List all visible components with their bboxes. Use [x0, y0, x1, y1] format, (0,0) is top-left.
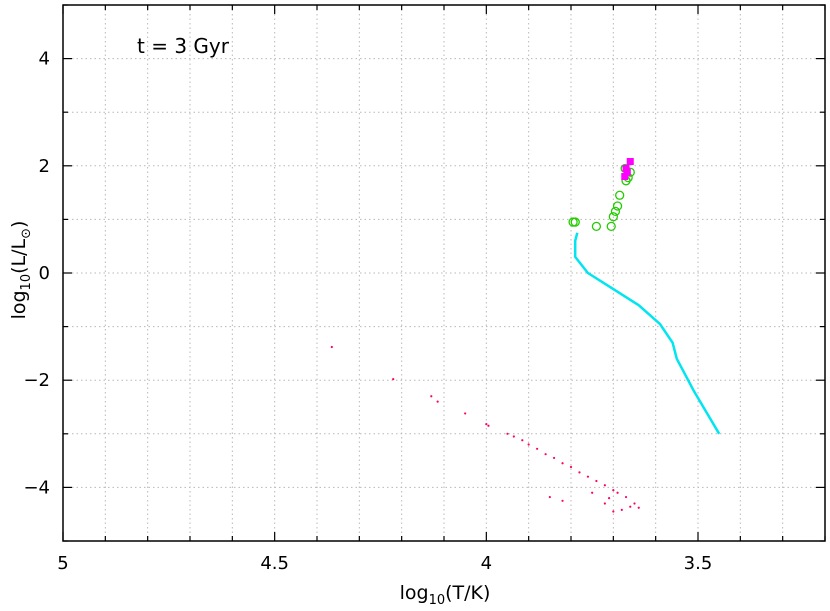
x-tick-label: 5 [57, 553, 68, 574]
y-axis-label: log10(L/L⊙) [8, 221, 34, 320]
giant-point [570, 217, 580, 227]
white-dwarf-point [527, 443, 530, 446]
white-dwarf-point [612, 488, 615, 492]
white-dwarf-point [487, 424, 490, 427]
white-dwarf-point [603, 484, 606, 487]
data-series [330, 158, 721, 513]
agb-point [621, 173, 629, 181]
agb-point [626, 158, 634, 166]
white-dwarf-point [595, 479, 598, 483]
white-dwarf-point [620, 508, 623, 512]
giant-point [591, 221, 602, 232]
giant-point [608, 212, 618, 222]
white-dwarf-point [392, 378, 395, 381]
x-label-rest: (T/K) [445, 582, 490, 604]
white-dwarf-point [512, 435, 515, 438]
giant-point [612, 201, 623, 211]
white-dwarf-point [624, 495, 628, 499]
agb-point [623, 168, 631, 176]
white-dwarf-point [561, 499, 564, 502]
y-label-close: ) [8, 221, 30, 228]
white-dwarf-point [506, 432, 509, 435]
grid-lines [63, 5, 825, 541]
white-dwarf-point [629, 505, 632, 508]
y-label-subscript: 10 [19, 274, 34, 291]
white-dwarf-point [544, 453, 547, 456]
x-tick-label: 4 [481, 553, 492, 574]
giant-point [606, 221, 616, 232]
white-dwarf-point [436, 400, 439, 403]
white-dwarf-point [521, 439, 524, 442]
white-dwarf-point [578, 471, 581, 474]
white-dwarf-point [485, 423, 488, 426]
giant-point [610, 206, 621, 217]
white-dwarf-point [548, 495, 551, 499]
y-tick-label: 2 [39, 156, 50, 177]
y-tick-label: 0 [39, 263, 50, 284]
axis-ticks: 5 4.5 4 3.5 4 2 0 −2 −4 [23, 4, 826, 574]
white-dwarf-point [464, 412, 467, 415]
y-tick-label: 4 [39, 49, 50, 70]
white-dwarf-point [612, 510, 615, 513]
y-label-rest: (L/L [8, 239, 30, 274]
white-dwarf-point [608, 497, 611, 500]
y-label-sun: ⊙ [19, 228, 34, 239]
main-sequence-line [573, 232, 721, 435]
white-dwarf-point [430, 395, 433, 398]
white-dwarf-point [616, 491, 619, 494]
white-dwarf-point [591, 491, 594, 494]
x-tick-label: 4.5 [260, 553, 289, 574]
agb-point [622, 164, 630, 172]
white-dwarf-point [552, 456, 556, 460]
annotation-label: t = 3 Gyr [137, 34, 230, 58]
white-dwarf-point [569, 465, 573, 469]
y-tick-label: −4 [23, 477, 50, 498]
white-dwarf-point [586, 475, 590, 478]
white-dwarf-point [603, 502, 606, 505]
x-tick-label: 3.5 [684, 553, 713, 574]
x-axis-label: log10(T/K) [400, 582, 491, 608]
white-dwarf-point [330, 345, 333, 349]
x-label-subscript: 10 [429, 593, 446, 608]
giant-point [615, 190, 625, 200]
y-tick-label: −2 [23, 370, 50, 391]
white-dwarf-point [536, 447, 539, 450]
white-dwarf-point [633, 502, 636, 505]
white-dwarf-point [637, 506, 640, 509]
white-dwarf-point [561, 462, 564, 465]
